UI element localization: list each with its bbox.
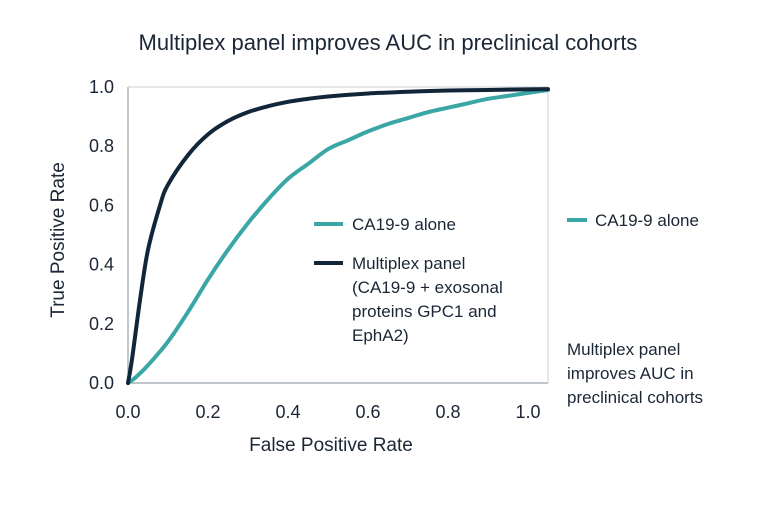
y-tick-label: 0.8: [89, 136, 114, 156]
axes: [127, 86, 549, 384]
series-line: [126, 87, 550, 385]
series-lines: [126, 87, 550, 385]
legend-label-line: EphA2): [352, 326, 409, 345]
y-tick-label: 0.4: [89, 255, 114, 275]
y-tick-label: 0.6: [89, 195, 114, 215]
side-note-line: Multiplex panel: [567, 340, 680, 359]
legend-label: CA19-9 alone: [352, 215, 456, 234]
x-tick-label: 0.0: [115, 402, 140, 422]
x-axis-label: False Positive Rate: [249, 435, 413, 456]
legend-label-line: proteins GPC1 and: [352, 302, 497, 321]
side-note-line: improves AUC in: [567, 364, 694, 383]
side-note-line: preclinical cohorts: [567, 388, 703, 407]
legend-label-line: Multiplex panel: [352, 254, 465, 273]
y-tick-label: 0.0: [89, 373, 114, 393]
legend: CA19-9 alone Multiplex panel (CA19-9 + exo…: [314, 215, 503, 345]
y-tick-label: 1.0: [89, 77, 114, 97]
x-tick-label: 1.0: [515, 402, 540, 422]
x-tick-label: 0.4: [275, 402, 300, 422]
x-tick-label: 0.8: [435, 402, 460, 422]
series-line: [126, 87, 550, 385]
y-axis-label: True Positive Rate: [48, 162, 69, 318]
y-tick-label: 0.2: [89, 314, 114, 334]
legend-label-line: (CA19-9 + exosonal: [352, 278, 503, 297]
x-tick-label: 0.2: [195, 402, 220, 422]
x-tick-label: 0.6: [355, 402, 380, 422]
chart-title: Multiplex panel improves AUC in preclini…: [139, 30, 638, 55]
side-legend: CA19-9 alone Multiplex panel improves AUC …: [567, 211, 703, 407]
side-legend-label: CA19-9 alone: [595, 211, 699, 230]
tick-labels: 0.0 0.2 0.4 0.6 0.8 1.0 0.0 0.2 0.4 0.6 0.8 1.0: [89, 77, 541, 422]
